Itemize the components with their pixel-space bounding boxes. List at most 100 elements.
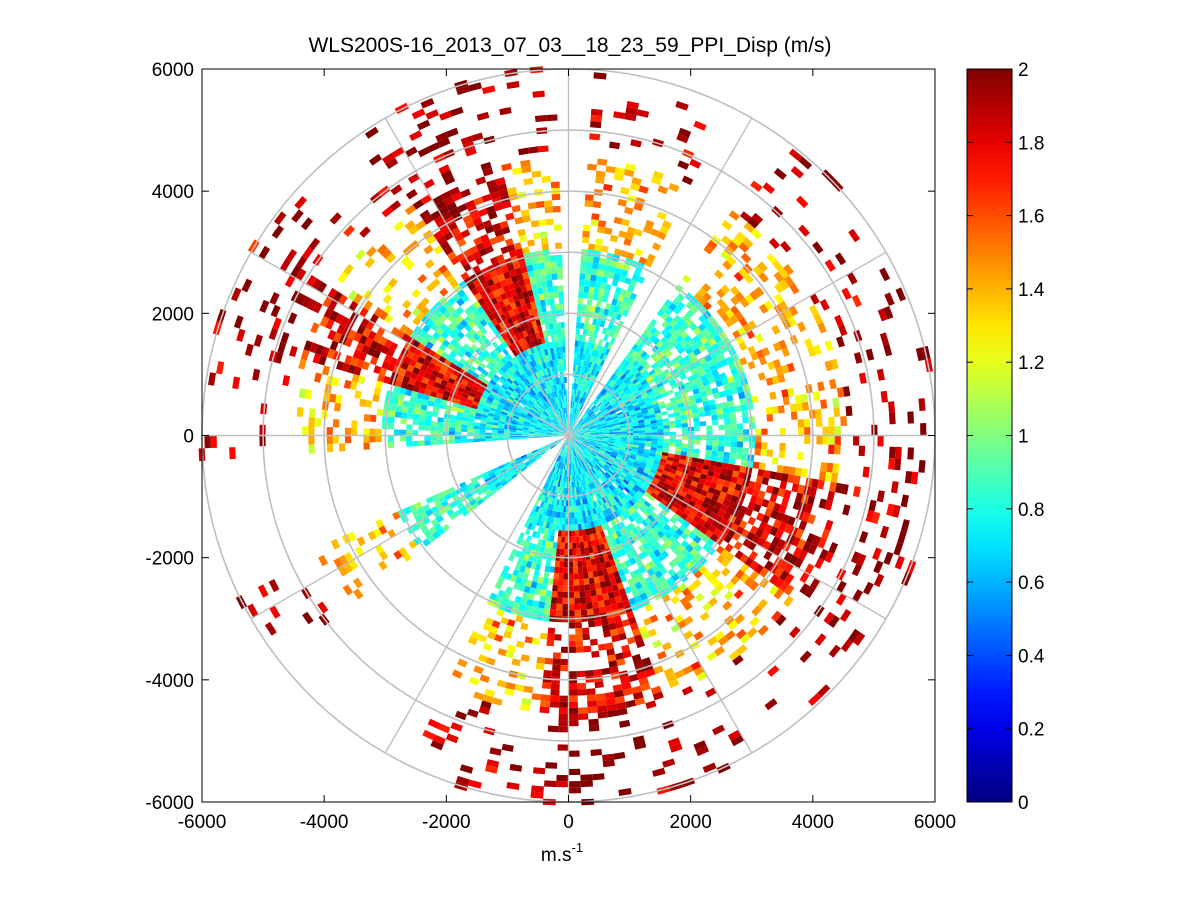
velocity-cell [584,449,590,455]
velocity-cell [776,464,784,474]
velocity-cell [658,400,665,407]
velocity-cell [388,410,396,418]
velocity-cell [761,476,770,486]
velocity-cell [465,402,473,408]
velocity-cell [673,548,682,557]
velocity-cell [579,461,583,468]
velocity-cell [603,308,610,316]
velocity-cell [777,488,786,498]
velocity-cell [566,463,568,470]
velocity-cell [467,421,475,426]
velocity-cell [602,436,609,439]
velocity-cell [803,418,811,428]
velocity-cell [600,446,607,450]
velocity-cell [613,305,621,314]
velocity-cell [359,398,367,407]
velocity-cell [579,419,585,425]
velocity-cell [426,319,435,328]
velocity-cell [573,358,577,365]
velocity-cell [693,503,702,511]
velocity-cell [705,687,717,698]
velocity-cell [587,323,593,331]
velocity-cell [530,606,539,614]
velocity-cell [594,306,601,314]
velocity-cell [498,300,506,309]
velocity-cell [571,414,574,421]
velocity-cell [783,551,793,563]
velocity-cell [590,324,596,332]
velocity-cell [447,305,456,315]
velocity-cell [492,385,500,392]
velocity-cell [645,477,653,484]
velocity-cell [636,452,644,457]
velocity-cell [604,258,613,266]
velocity-cell [645,402,653,408]
velocity-cell [828,644,841,658]
velocity-cell [616,388,623,394]
velocity-cell [580,453,585,459]
velocity-cell [764,507,773,517]
velocity-cell [601,399,608,405]
velocity-cell [536,409,543,415]
velocity-cell [542,403,548,410]
velocity-cell [620,442,627,446]
velocity-cell [720,468,728,475]
velocity-cell [620,490,627,498]
velocity-cell [562,457,565,464]
velocity-cell [574,402,577,409]
velocity-cell [269,292,280,305]
velocity-cell [677,552,686,561]
velocity-cell [467,636,478,646]
velocity-cell [612,331,619,339]
velocity-cell [536,421,543,425]
velocity-cell [563,444,566,451]
velocity-cell [552,433,559,435]
velocity-cell [321,346,330,357]
velocity-cell [556,597,563,604]
velocity-cell [438,343,447,352]
velocity-cell [696,381,704,389]
velocity-cell [606,419,613,423]
velocity-cell [552,658,561,665]
velocity-cell [623,377,631,384]
velocity-cell [582,627,590,635]
velocity-cell [598,470,604,476]
velocity-cell [343,562,353,574]
velocity-cell [569,426,572,433]
velocity-cell [332,419,340,428]
velocity-cell [581,385,585,392]
velocity-cell [799,650,812,663]
velocity-cell [542,508,548,516]
velocity-cell [572,542,577,549]
velocity-cell [440,240,450,251]
velocity-cell [721,462,729,470]
velocity-cell [796,321,807,333]
velocity-cell [534,430,541,433]
velocity-cell [460,485,469,492]
velocity-cell [604,487,611,495]
velocity-cell [590,521,595,528]
velocity-cell [575,462,578,469]
velocity-cell [373,307,384,317]
velocity-cell [711,476,719,484]
velocity-cell [578,454,582,461]
velocity-cell [614,428,621,431]
velocity-cell [645,700,657,710]
velocity-cell [613,511,619,518]
velocity-cell [637,450,644,455]
velocity-cell [536,656,546,664]
velocity-cell [660,304,669,313]
velocity-cell [652,242,662,251]
velocity-cell [537,419,544,424]
velocity-cell [391,146,405,158]
velocity-cell [351,427,358,436]
velocity-cell [491,358,499,366]
velocity-cell [618,390,625,396]
velocity-cell [611,279,619,287]
velocity-cell [851,563,862,577]
velocity-cell [488,409,496,415]
velocity-cell [407,173,421,184]
velocity-cell [709,481,718,489]
velocity-cell [607,342,613,350]
velocity-cell [685,386,693,393]
